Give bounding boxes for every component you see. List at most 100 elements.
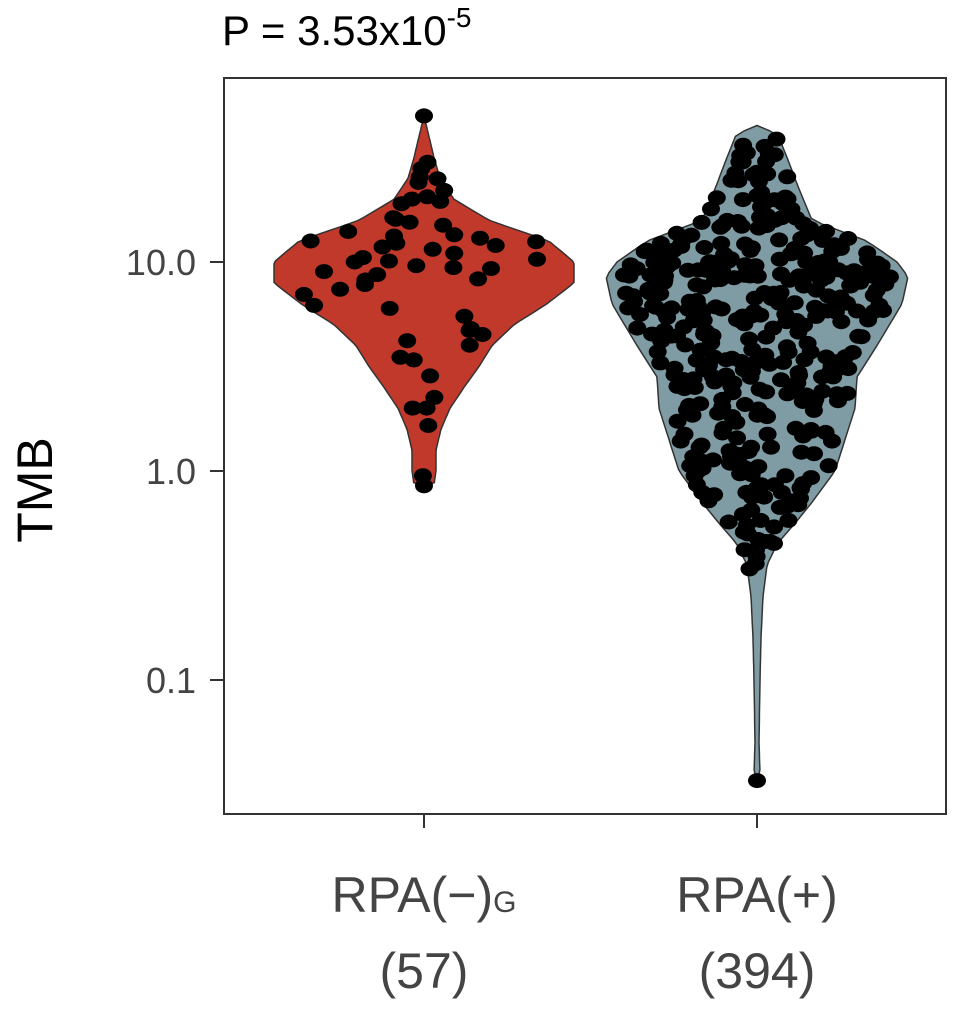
data-point [418, 189, 437, 205]
data-point [663, 255, 682, 271]
data-point [353, 250, 372, 266]
data-point [301, 233, 320, 249]
data-point [664, 242, 683, 258]
data-point [777, 314, 796, 330]
data-point [797, 254, 816, 270]
data-point [772, 372, 790, 388]
data-point [824, 369, 843, 385]
title-exponent: -5 [447, 2, 472, 33]
data-point [528, 251, 546, 267]
x-category-name: RPA(+) [676, 867, 838, 923]
data-point [734, 506, 752, 522]
data-point [402, 191, 421, 207]
data-point [294, 286, 313, 302]
data-point [849, 328, 868, 344]
data-point [722, 350, 741, 366]
data-point [469, 271, 488, 287]
data-point [752, 199, 770, 215]
data-point [407, 258, 426, 274]
data-point [734, 362, 753, 378]
data-point [872, 258, 891, 274]
data-point [806, 391, 825, 407]
data-point [695, 240, 714, 255]
data-point [737, 145, 756, 161]
data-point [391, 349, 410, 365]
data-point [631, 307, 649, 322]
data-point [641, 267, 660, 283]
data-point [693, 484, 712, 500]
data-point [749, 401, 768, 417]
data-point [788, 375, 807, 391]
data-point [782, 246, 800, 262]
data-point [385, 228, 403, 244]
data-point [315, 264, 333, 280]
data-point [704, 452, 722, 468]
data-point [792, 481, 810, 497]
data-point [652, 243, 670, 259]
data-point [695, 326, 714, 342]
data-point [795, 352, 814, 368]
data-point [828, 386, 846, 402]
data-point [751, 307, 770, 323]
y-tick-label: 0.1 [146, 660, 196, 701]
data-point [691, 396, 710, 412]
data-point [419, 418, 438, 433]
data-point [792, 444, 811, 460]
data-point [445, 227, 464, 243]
data-point [482, 261, 500, 277]
data-point [712, 301, 731, 317]
data-point [709, 405, 728, 421]
data-point [757, 329, 776, 345]
data-point [748, 164, 767, 180]
data-point [748, 268, 767, 284]
y-axis-label: TMB [7, 437, 63, 543]
data-point [705, 349, 723, 365]
data-point [728, 214, 747, 229]
data-point [713, 217, 732, 233]
data-point [415, 108, 433, 124]
data-point [671, 433, 690, 449]
data-point [778, 169, 797, 185]
x-category-subscript: G [493, 886, 516, 919]
data-point [772, 266, 790, 282]
data-point [712, 235, 731, 251]
data-point [814, 303, 833, 319]
data-point [682, 227, 701, 243]
data-point [874, 303, 892, 318]
y-tick-label: 1.0 [146, 451, 196, 492]
data-point [714, 420, 733, 436]
data-point [624, 288, 643, 304]
data-point [765, 519, 784, 535]
data-point [743, 342, 762, 358]
data-point [764, 285, 783, 301]
data-point [748, 773, 766, 789]
data-point [779, 512, 798, 528]
data-point [643, 326, 662, 342]
data-point [689, 463, 707, 479]
data-point [749, 532, 768, 547]
data-point [421, 368, 440, 384]
data-point [331, 281, 350, 297]
data-point [635, 244, 654, 260]
data-point [665, 360, 684, 376]
x-category-count: (394) [699, 943, 816, 999]
data-point [368, 267, 387, 283]
data-point [651, 355, 670, 371]
data-point [692, 214, 711, 230]
data-point [770, 232, 789, 248]
data-point [786, 420, 805, 436]
data-point [776, 468, 795, 484]
data-point [811, 265, 830, 281]
x-category-name: RPA(−) [332, 867, 494, 923]
data-point [816, 424, 835, 440]
data-point [728, 430, 746, 446]
data-point [621, 257, 640, 273]
data-point [819, 458, 838, 474]
data-point [694, 312, 713, 328]
data-point [628, 320, 647, 336]
data-point [717, 367, 736, 383]
data-point [662, 300, 681, 316]
data-point [707, 254, 726, 270]
data-point [692, 437, 711, 453]
